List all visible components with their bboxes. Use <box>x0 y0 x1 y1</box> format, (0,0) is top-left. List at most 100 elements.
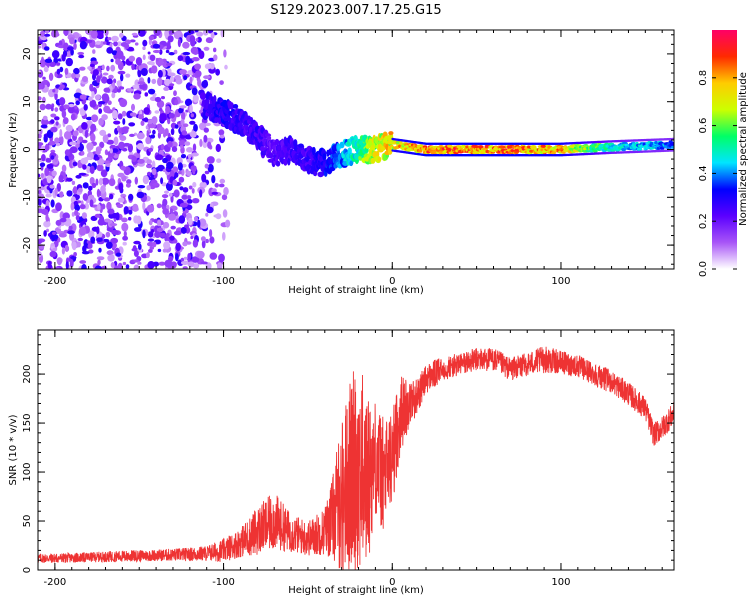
colorbar-tick-label: 0.2 <box>698 213 709 229</box>
colorbar-ticks: 0.0 0.2 0.4 0.6 0.8 <box>698 70 737 277</box>
spectrogram-cell <box>166 62 173 67</box>
spectrogram-cell <box>190 113 194 118</box>
spectrogram-cell <box>145 136 151 145</box>
spectrogram-cell <box>106 227 113 232</box>
spectrogram-cell <box>96 226 100 235</box>
spectrogram-x-tick-label: -100 <box>212 276 235 287</box>
spectrogram-cell <box>189 76 193 84</box>
spectrogram-cell <box>80 150 85 156</box>
spectrogram-cell <box>152 129 156 135</box>
spectrogram-cell <box>104 149 108 156</box>
spectrogram-cell <box>81 251 90 255</box>
spectrogram-cell <box>75 215 81 221</box>
spectrogram-cell <box>38 40 43 45</box>
spectrogram-cell <box>191 57 200 62</box>
spectrogram-cell <box>173 172 179 178</box>
spectrogram-cell <box>143 107 150 115</box>
spectrogram-cell <box>134 227 142 232</box>
spectrogram-cell <box>73 42 77 50</box>
spectrogram-cell <box>179 202 188 208</box>
spectrogram-cell <box>95 149 101 156</box>
spectrogram-cell <box>178 107 184 114</box>
spectrogram-cell <box>53 87 59 95</box>
spectrogram-cell <box>56 257 62 266</box>
spectrogram-cell <box>107 37 112 41</box>
spectrogram-cell <box>148 35 155 41</box>
spectrogram-cell <box>211 191 218 195</box>
spectrogram-cell <box>95 31 104 39</box>
snr-y-label: SNR (10 * v/v) <box>8 414 19 485</box>
spectrogram-cell <box>150 134 156 139</box>
spectrogram-cell <box>87 66 92 70</box>
spectrogram-cell <box>174 124 179 129</box>
spectrogram-cell <box>146 204 155 213</box>
spectrogram-cell <box>54 116 60 121</box>
spectrogram-cell <box>54 137 60 144</box>
spectrogram-cell <box>169 235 175 241</box>
spectrogram-cell <box>168 52 175 56</box>
spectrogram-cell <box>218 253 225 263</box>
spectrogram-cell <box>636 147 643 151</box>
spectrogram-cell <box>118 182 124 191</box>
spectrogram-cell <box>123 230 127 238</box>
spectrogram-cell <box>102 72 109 76</box>
spectrogram-cell <box>175 253 179 262</box>
spectrogram-cell <box>61 247 65 255</box>
snr-x-tick-label: -100 <box>212 577 235 588</box>
spectrogram-cell <box>193 123 198 132</box>
spectrogram-cell <box>438 151 443 155</box>
spectrogram-cell <box>89 165 95 174</box>
spectrogram-cell <box>192 181 197 188</box>
spectrogram-x-tick-label: -200 <box>44 276 67 287</box>
spectrogram-cell <box>44 30 50 34</box>
spectrogram-cell <box>216 158 222 163</box>
spectrogram-cell <box>95 156 100 161</box>
spectrogram-cell <box>69 37 75 45</box>
spectrogram-cell <box>38 96 42 101</box>
spectrogram-cell <box>210 32 215 39</box>
spectrogram-cell <box>188 185 193 190</box>
spectrogram-cell <box>120 42 128 47</box>
spectrogram-cell <box>55 121 59 126</box>
spectrogram-cell <box>74 204 81 212</box>
spectrogram-cell <box>176 30 182 36</box>
spectrogram-cell <box>181 194 188 200</box>
spectrogram-cell <box>222 209 228 218</box>
spectrogram-cell <box>43 66 49 73</box>
spectrogram-cell <box>149 246 155 250</box>
spectrogram-cell <box>209 236 215 244</box>
spectrogram-cell <box>50 149 56 153</box>
spectrogram-cell <box>145 252 150 259</box>
spectrogram-cell <box>38 197 42 206</box>
spectrogram-cell <box>122 235 128 241</box>
spectrogram-marks <box>38 30 674 269</box>
spectrogram-cell <box>133 264 140 269</box>
spectrogram-cell <box>117 197 125 203</box>
spectrogram-cell <box>113 265 119 269</box>
spectrogram-cell <box>52 231 56 235</box>
spectrogram-cell <box>49 184 55 189</box>
spectrogram-cell <box>111 212 118 219</box>
spectrogram-cell <box>73 252 77 257</box>
spectrogram-cell <box>132 203 139 212</box>
colorbar-tick-label: 0.4 <box>698 165 709 181</box>
spectrogram-cell <box>120 73 124 82</box>
spectrogram-cell <box>133 215 139 224</box>
spectrogram-cell <box>137 68 142 78</box>
spectrogram-cell <box>187 253 192 260</box>
spectrogram-cell <box>157 69 163 78</box>
spectrogram-cell <box>63 117 69 125</box>
spectrogram-cell <box>129 112 137 117</box>
spectrogram-cell <box>194 63 202 70</box>
spectrogram-cell <box>200 236 206 242</box>
spectrogram-cell <box>125 73 131 78</box>
spectrogram-cell <box>118 141 125 150</box>
spectrogram-cell <box>126 88 134 92</box>
spectrogram-cell <box>54 156 58 162</box>
spectrogram-cell <box>56 62 61 66</box>
spectrogram-cell <box>110 58 114 63</box>
spectrogram-cell <box>179 69 188 75</box>
spectrogram-cell <box>112 109 118 119</box>
spectrogram-cell <box>129 39 136 43</box>
